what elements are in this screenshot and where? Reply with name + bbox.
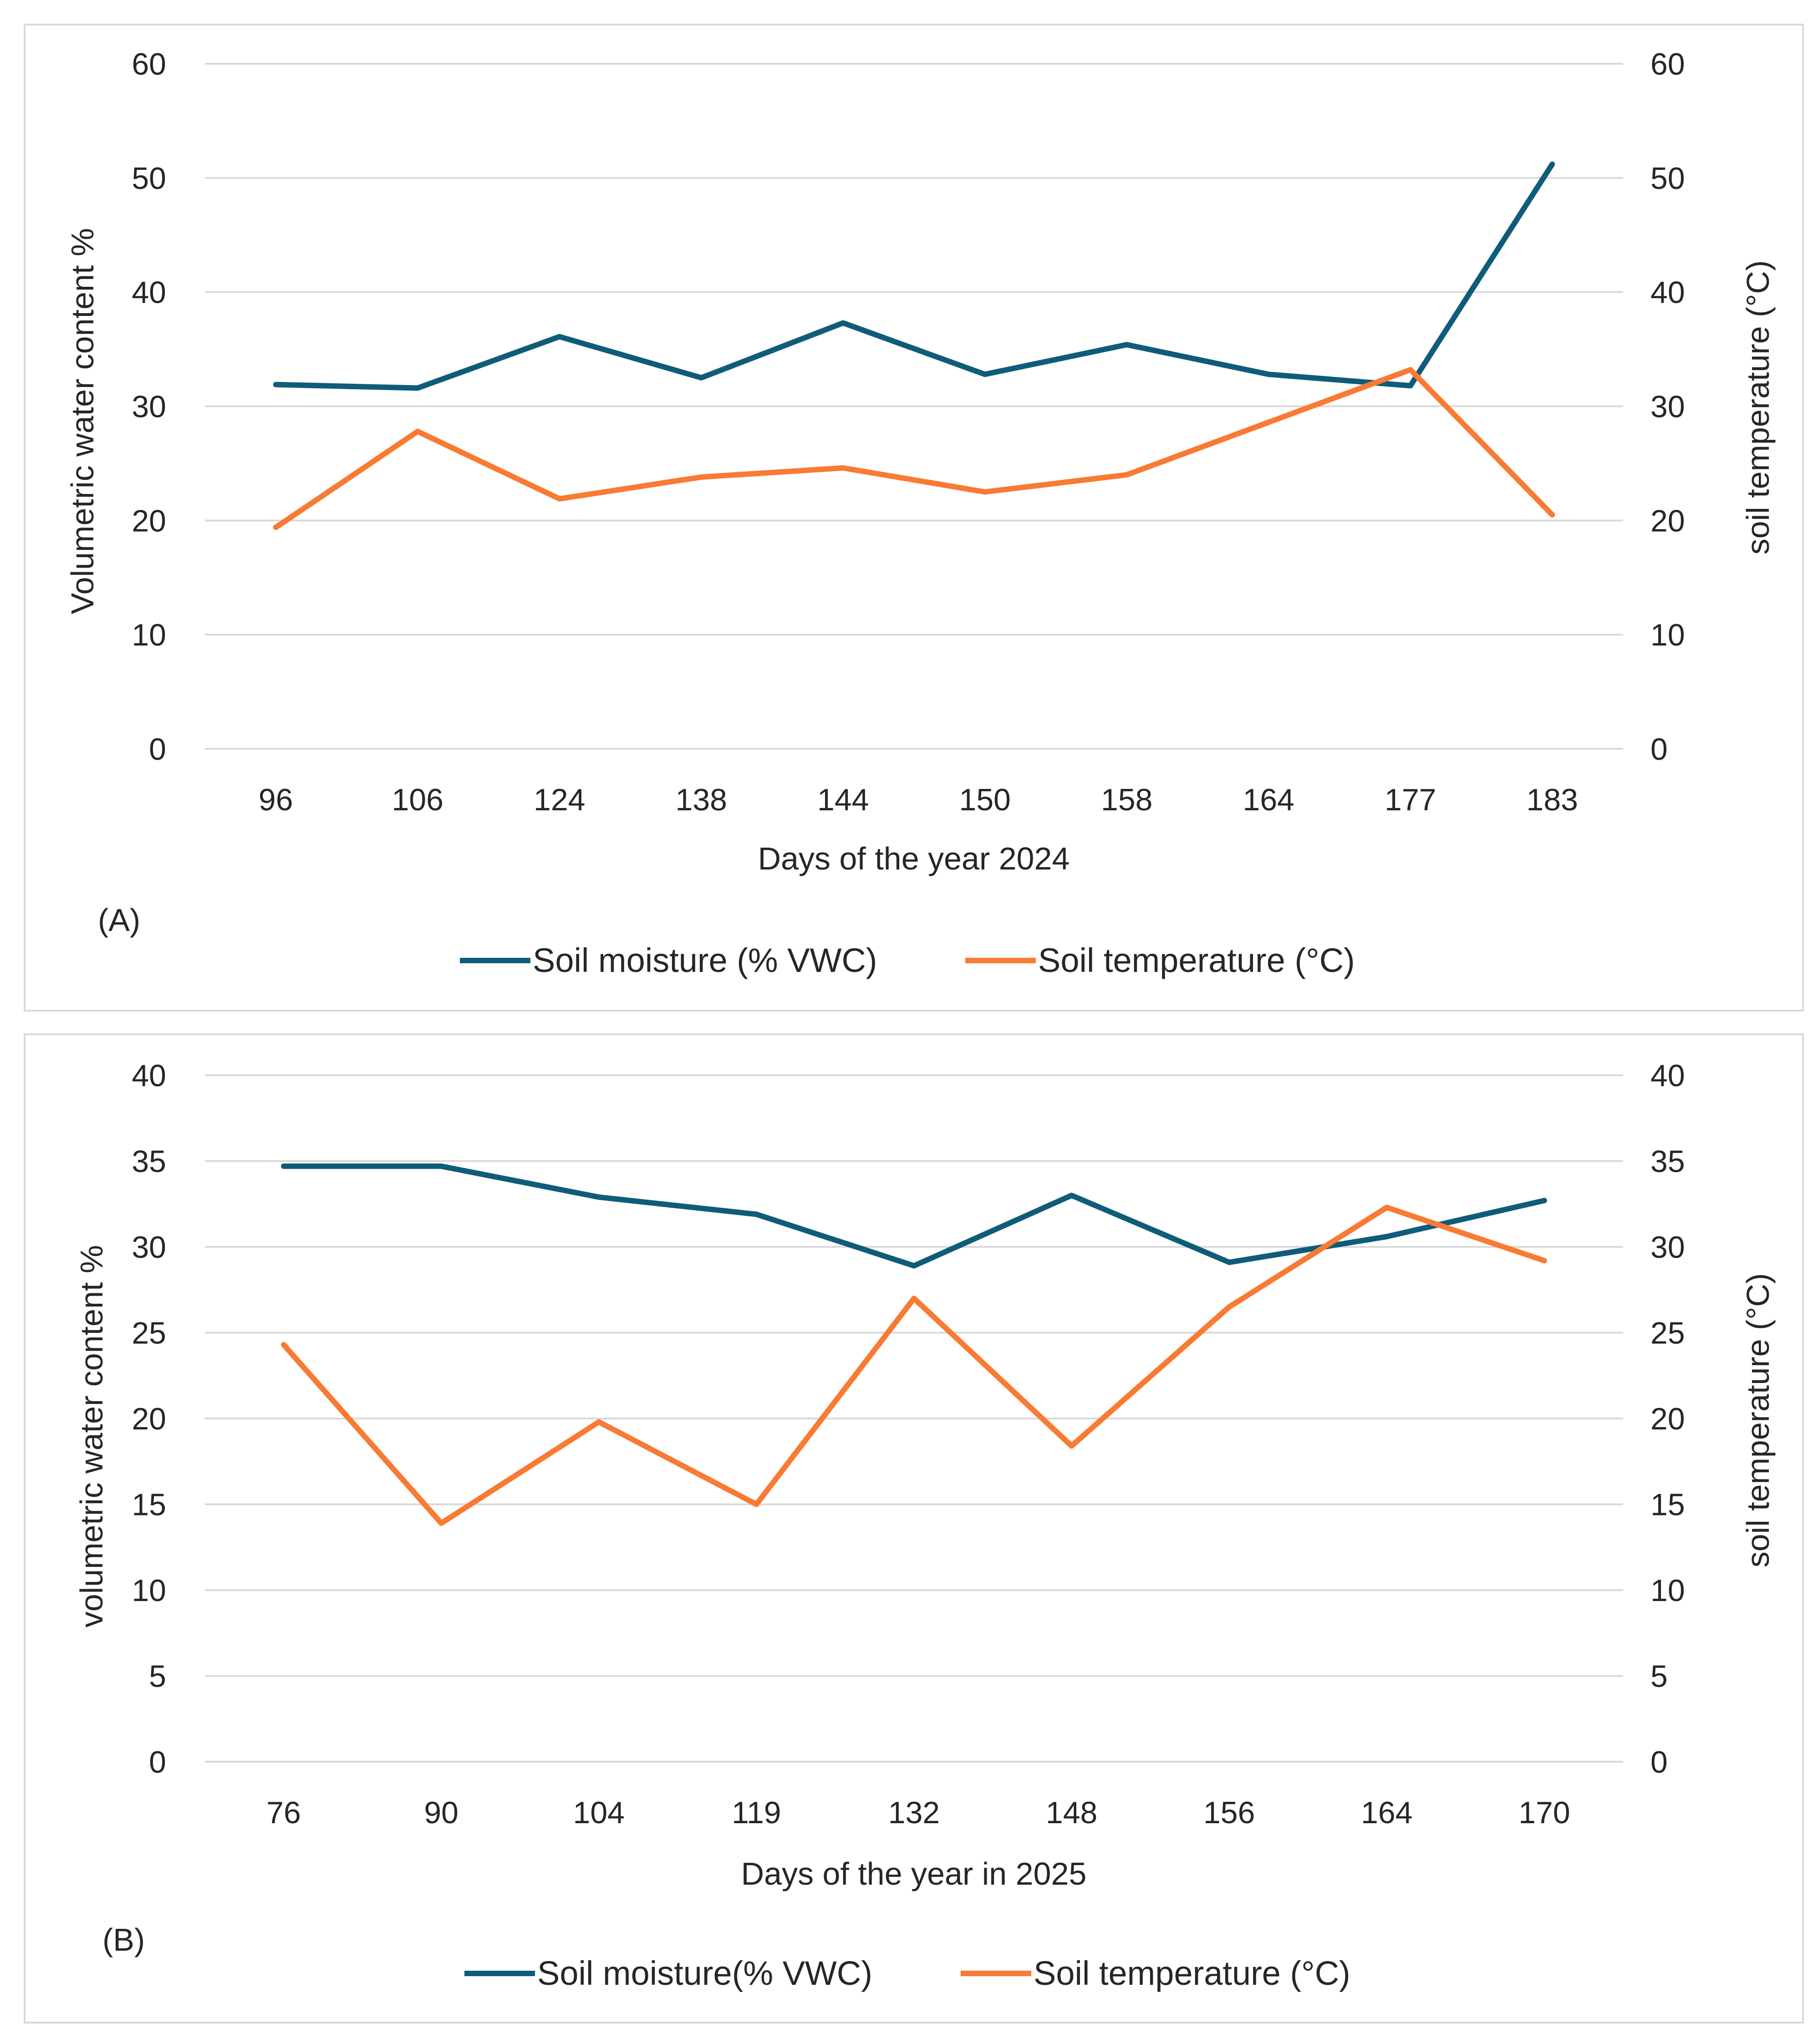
y2-tick-label-b: 10: [1650, 1573, 1685, 1608]
y-tick-label-a: 10: [132, 618, 166, 652]
soil-moisture-line-b: [281, 1163, 1547, 1269]
soil-temperature-line-b: [281, 1205, 1547, 1526]
y2-tick-label-b: 20: [1650, 1402, 1685, 1436]
x-tick-label-b: 90: [424, 1795, 458, 1830]
x-tick-label-b: 119: [732, 1795, 781, 1830]
y2-tick-label-b: 15: [1650, 1488, 1685, 1522]
x-tick-label-a: 138: [676, 783, 727, 817]
y2-tick-label-b: 30: [1650, 1230, 1685, 1265]
x-tick-label-a: 150: [959, 783, 1011, 817]
x-tick-label-a: 177: [1385, 783, 1436, 817]
y2-tick-label-b: 5: [1650, 1659, 1668, 1694]
y-tick-label-a: 0: [149, 732, 166, 767]
y-tick-label-b: 5: [149, 1659, 166, 1694]
y-tick-label-b: 30: [132, 1230, 166, 1265]
soil-temperature-line-a: [273, 367, 1555, 530]
y-axis-title-b: volumetric water content %: [74, 1245, 109, 1627]
x-tick-label-a: 158: [1101, 783, 1152, 817]
y-tick-label-a: 40: [132, 275, 166, 310]
chart-panel-b: [24, 1033, 1804, 2024]
y2-tick-label-a: 50: [1650, 161, 1685, 196]
legend-label-temperature-a: Soil temperature (°C): [1038, 941, 1355, 979]
y-tick-label-b: 20: [132, 1402, 166, 1436]
y-tick-label-a: 50: [132, 161, 166, 196]
panel-label-a: (A): [98, 902, 140, 938]
y2-tick-label-b: 0: [1650, 1745, 1668, 1780]
x-tick-label-a: 183: [1527, 783, 1578, 817]
x-tick-label-a: 144: [817, 783, 869, 817]
y-tick-label-a: 30: [132, 390, 166, 424]
y2-tick-label-a: 20: [1650, 503, 1685, 538]
legend-label-moisture-a: Soil moisture (% VWC): [533, 941, 877, 979]
x-tick-label-b: 156: [1203, 1795, 1255, 1830]
y2-tick-label-a: 40: [1650, 275, 1685, 310]
panel-label-b: (B): [102, 1922, 145, 1958]
y-tick-label-b: 10: [132, 1573, 166, 1608]
x-tick-label-b: 76: [266, 1795, 301, 1830]
x-tick-label-b: 104: [573, 1795, 625, 1830]
x-tick-label-b: 164: [1361, 1795, 1412, 1830]
x-tick-label-b: 132: [888, 1795, 940, 1830]
x-axis-title-a: Days of the year 2024: [758, 841, 1070, 876]
y2-tick-label-a: 10: [1650, 618, 1685, 652]
x-tick-label-a: 96: [259, 783, 293, 817]
legend-label-moisture-b: Soil moisture(% VWC): [537, 1954, 872, 1992]
y-tick-label-b: 0: [149, 1745, 166, 1780]
y2-tick-label-a: 0: [1650, 732, 1668, 767]
legend-label-temperature-b: Soil temperature (°C): [1034, 1954, 1350, 1992]
x-tick-label-b: 170: [1518, 1795, 1570, 1830]
x-tick-label-a: 106: [392, 783, 443, 817]
x-tick-label-a: 164: [1243, 783, 1294, 817]
y2-tick-label-a: 30: [1650, 390, 1685, 424]
soil-moisture-line-a: [273, 161, 1555, 391]
y2-tick-label-b: 40: [1650, 1058, 1685, 1093]
y2-tick-label-b: 35: [1650, 1144, 1685, 1179]
chart-panel-a: [24, 24, 1804, 1012]
y2-axis-title-a: soil temperature (°C): [1740, 260, 1776, 555]
y2-tick-label-a: 60: [1650, 47, 1685, 81]
x-tick-label-b: 148: [1046, 1795, 1097, 1830]
y2-tick-label-b: 25: [1650, 1316, 1685, 1351]
x-tick-label-a: 124: [534, 783, 585, 817]
y2-axis-title-b: soil temperature (°C): [1740, 1273, 1776, 1568]
y-tick-label-b: 15: [132, 1488, 166, 1522]
y-tick-label-b: 35: [132, 1144, 166, 1179]
y-tick-label-b: 25: [132, 1316, 166, 1351]
x-axis-title-b: Days of the year in 2025: [741, 1856, 1087, 1891]
y-tick-label-a: 20: [132, 503, 166, 538]
y-axis-title-a: Volumetric water content %: [65, 228, 100, 614]
y-tick-label-b: 40: [132, 1058, 166, 1093]
y-tick-label-a: 60: [132, 47, 166, 81]
